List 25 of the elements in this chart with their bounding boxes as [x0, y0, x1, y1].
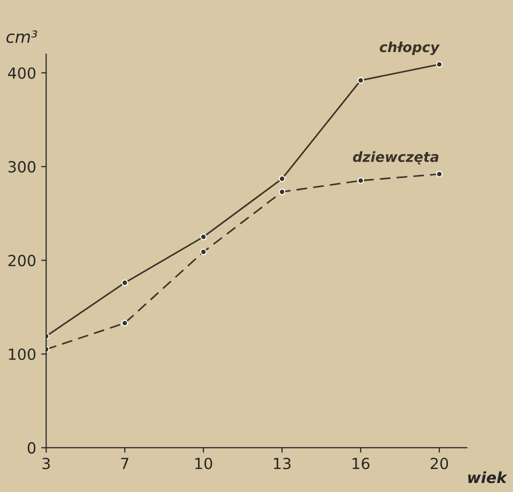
- point: [122, 320, 128, 326]
- y-tick-label: 0: [28, 442, 36, 454]
- point: [436, 170, 443, 178]
- y-tick-label: 300: [8, 161, 36, 173]
- series-label: dziewczęta: [353, 151, 438, 165]
- point: [357, 177, 364, 184]
- point: [278, 175, 286, 182]
- x-tick-label: 13: [274, 458, 291, 470]
- point: [278, 188, 286, 196]
- x-tick-label: 16: [352, 458, 370, 470]
- y-axis-title: cm³: [6, 30, 38, 44]
- point: [200, 248, 207, 256]
- point: [200, 234, 207, 240]
- x-tick-label: 20: [430, 458, 448, 470]
- x-axis-title: wiek: [468, 471, 508, 484]
- y-tick-label: 200: [8, 254, 36, 266]
- x-tick-label: 10: [195, 458, 212, 470]
- point: [122, 279, 128, 286]
- point: [357, 77, 364, 84]
- y-tick-label: 400: [8, 67, 36, 79]
- series-label: chłopcy: [380, 42, 440, 56]
- point: [436, 61, 443, 68]
- y-tick-label: 100: [8, 348, 36, 360]
- x-tick-label: 7: [121, 458, 128, 470]
- x-tick-label: 3: [42, 458, 50, 470]
